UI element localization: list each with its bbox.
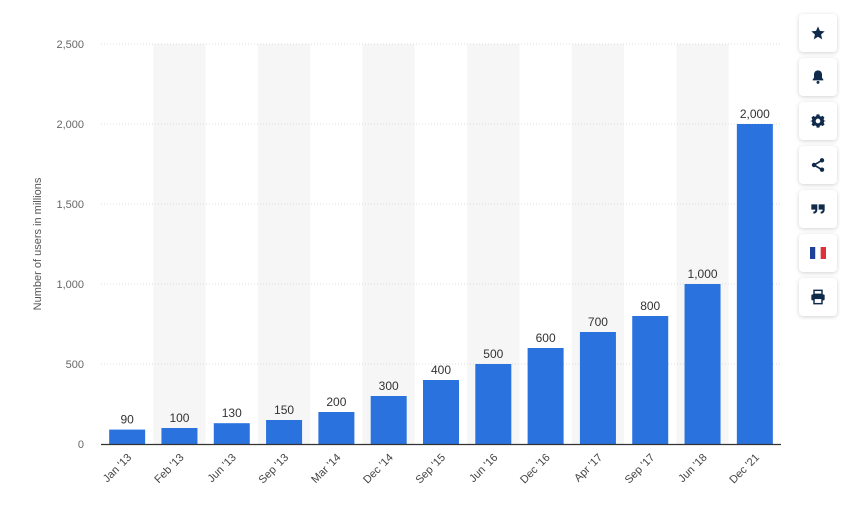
bar <box>475 364 512 444</box>
data-label: 130 <box>222 406 242 420</box>
star-icon <box>811 26 825 40</box>
bar-chart: 0 500 1,000 1,500 2,000 2,500 90 Jan '13 100 Feb … <box>32 39 781 487</box>
x-tick-label: Feb '13 <box>152 452 186 486</box>
x-tick-label: Sep '15 <box>413 452 448 487</box>
background-band <box>362 44 415 444</box>
y-tick-label: 0 <box>78 439 84 451</box>
share-button[interactable] <box>799 146 837 184</box>
notification-button[interactable] <box>799 58 837 96</box>
bar <box>423 380 459 444</box>
x-tick-label: Sep '17 <box>623 452 658 487</box>
x-tick-label: Jun '16 <box>467 452 500 485</box>
printer-icon <box>811 289 825 305</box>
bar <box>632 316 669 444</box>
y-tick-label: 1,500 <box>56 199 84 211</box>
background-band <box>153 44 206 444</box>
bar <box>579 332 616 444</box>
data-label: 500 <box>483 347 503 361</box>
x-tick-label: Mar '14 <box>309 452 343 486</box>
quote-icon <box>811 204 825 214</box>
french-flag-icon <box>810 247 826 259</box>
x-tick-label: Dec '21 <box>727 452 762 487</box>
bar <box>109 429 146 444</box>
bar <box>161 428 198 444</box>
favorite-button[interactable] <box>799 14 837 52</box>
bar <box>266 420 303 444</box>
y-tick-label: 2,000 <box>56 119 84 131</box>
settings-button[interactable] <box>799 102 837 140</box>
print-button[interactable] <box>799 278 837 316</box>
bar <box>527 348 564 444</box>
x-tick-label: Apr '17 <box>572 452 605 485</box>
data-label: 600 <box>536 331 556 345</box>
x-tick-label: Jun '13 <box>206 452 239 485</box>
data-label: 300 <box>379 379 399 393</box>
chart-area: 0 500 1,000 1,500 2,000 2,500 90 Jan '13 100 Feb … <box>32 39 781 487</box>
x-tick-label: Dec '16 <box>518 452 553 487</box>
bar <box>318 412 355 444</box>
data-label: 800 <box>640 299 660 313</box>
data-label: 400 <box>431 363 451 377</box>
gear-icon <box>810 114 826 128</box>
y-tick-label: 2,500 <box>56 39 84 51</box>
bell-icon <box>812 70 824 84</box>
data-label: 200 <box>326 395 346 409</box>
x-tick-label: Jun '18 <box>676 452 709 485</box>
citation-button[interactable] <box>799 190 837 228</box>
chart-toolbar <box>799 14 839 316</box>
bar <box>213 423 250 444</box>
share-icon <box>811 158 825 172</box>
data-label: 150 <box>274 403 294 417</box>
data-label: 100 <box>169 411 189 425</box>
x-tick-label: Sep '13 <box>257 452 292 487</box>
data-label: 700 <box>588 315 608 329</box>
y-tick-label: 1,000 <box>56 279 84 291</box>
data-label: 90 <box>120 413 134 427</box>
data-label: 1,000 <box>688 267 718 281</box>
x-tick-label: Jan '13 <box>101 452 134 485</box>
background-band <box>257 44 311 444</box>
data-label: 2,000 <box>740 107 770 121</box>
language-button[interactable] <box>799 234 837 272</box>
bar <box>370 396 407 444</box>
y-tick-label: 500 <box>66 359 84 371</box>
y-axis-title: Number of users in millions <box>32 177 44 310</box>
bar <box>736 124 773 444</box>
x-tick-label: Dec '14 <box>361 452 396 487</box>
bar <box>684 284 721 444</box>
